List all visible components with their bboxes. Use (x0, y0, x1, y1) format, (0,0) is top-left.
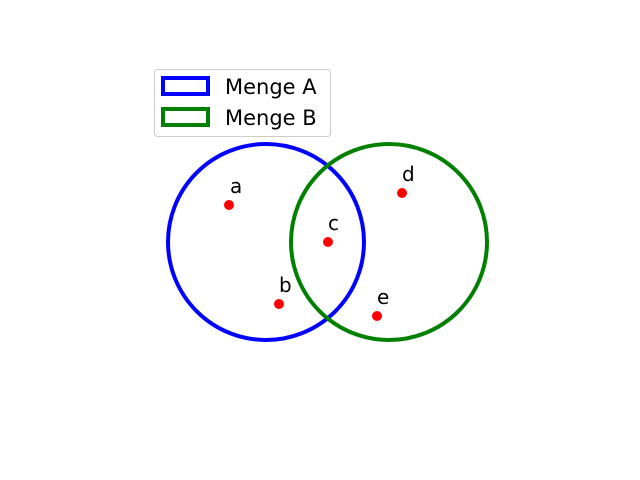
set-a-circle (166, 142, 366, 342)
element-c-label: c (328, 211, 339, 235)
element-b-point (274, 299, 284, 309)
legend: Menge A Menge B (154, 69, 331, 137)
legend-label-set-b: Menge B (225, 106, 317, 130)
element-a-label: a (230, 174, 242, 198)
legend-swatch-set-a (161, 76, 210, 96)
element-a-point (224, 200, 234, 210)
legend-label-set-a: Menge A (225, 75, 317, 99)
element-e-label: e (377, 285, 389, 309)
element-d-label: d (402, 162, 415, 186)
legend-frame (154, 69, 331, 137)
element-e-point (372, 311, 382, 321)
element-c-point (323, 237, 333, 247)
set-b-circle (289, 142, 489, 342)
legend-swatch-set-b (161, 107, 210, 127)
element-d-point (397, 188, 407, 198)
element-b-label: b (279, 273, 292, 297)
